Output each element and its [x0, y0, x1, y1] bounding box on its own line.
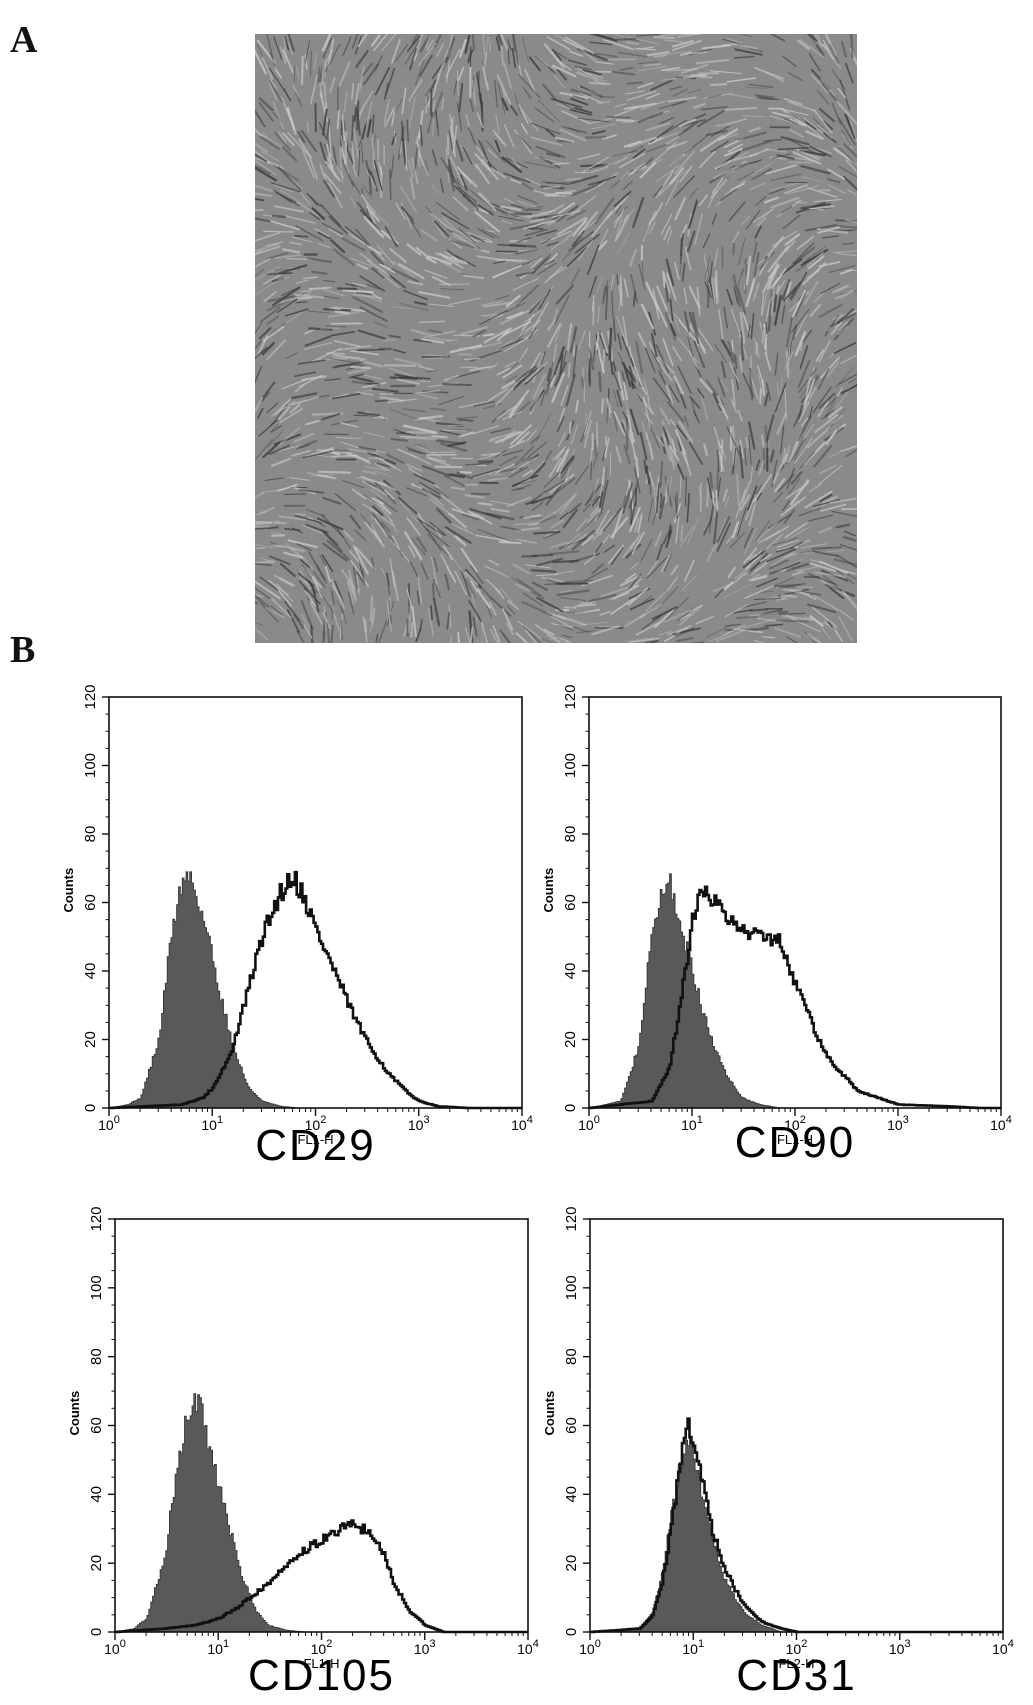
isotype-histogram	[115, 1393, 528, 1633]
y-tick-label: 80	[88, 1348, 105, 1365]
x-tick-label: 101	[201, 1114, 223, 1133]
y-tick-label: 20	[562, 1031, 579, 1048]
x-axis-label: FL1-H	[777, 1132, 813, 1147]
x-tick-label: 102	[311, 1638, 333, 1657]
stained-histogram	[590, 1417, 1003, 1634]
x-tick-label: 101	[682, 1638, 704, 1657]
histogram-cd105: 0 20 40 60 80 100 120 Counts 100 101 102 103 104 FL1-…	[67, 1206, 539, 1700]
micrograph-texture	[255, 34, 857, 643]
x-tick-label: 104	[511, 1114, 533, 1133]
isotype-histogram	[589, 873, 1001, 1109]
y-tick-label: 120	[563, 1206, 580, 1231]
y-tick-label: 60	[562, 894, 579, 911]
x-tick-label: 101	[207, 1638, 229, 1657]
stained-histogram	[589, 885, 1001, 1110]
y-tick-label: 100	[88, 1275, 105, 1300]
histogram-cd90: 0 20 40 60 80 100 120 Counts 100 101 102 103 104 FL1-…	[541, 684, 1012, 1167]
x-tick-label: 100	[98, 1114, 120, 1133]
y-tick-label: 60	[82, 894, 99, 911]
x-tick-label: 103	[414, 1638, 436, 1657]
marker-label-cd31: CD31	[736, 1651, 857, 1700]
marker-label-cd105: CD105	[248, 1651, 395, 1700]
marker-label-cd29: CD29	[255, 1121, 376, 1170]
y-tick-label: 20	[82, 1031, 99, 1048]
x-tick-label: 103	[408, 1114, 430, 1133]
x-tick-label: 102	[305, 1114, 327, 1133]
cell-micrograph	[255, 34, 857, 643]
y-tick-label: 0	[563, 1628, 580, 1636]
marker-label-cd90: CD90	[735, 1118, 856, 1167]
y-tick-label: 40	[563, 1486, 580, 1503]
cell-streaks	[255, 34, 857, 643]
stained-histogram	[115, 1519, 528, 1634]
x-tick-label: 102	[784, 1114, 806, 1133]
stained-histogram	[109, 870, 522, 1110]
x-tick-label: 100	[104, 1638, 126, 1657]
x-tick-label: 104	[992, 1638, 1014, 1657]
y-axis-label: Counts	[542, 1391, 557, 1436]
panel-label-b: B	[10, 629, 36, 671]
y-tick-label: 60	[88, 1417, 105, 1434]
y-tick-label: 0	[562, 1104, 579, 1112]
y-tick-label: 20	[88, 1555, 105, 1572]
y-tick-label: 40	[562, 963, 579, 980]
x-axis-label: FL1-H	[303, 1656, 339, 1671]
x-tick-label: 100	[578, 1114, 600, 1133]
x-axis-label: FL1-H	[297, 1132, 333, 1147]
x-axis-label: FL2-H	[778, 1656, 814, 1671]
y-tick-label: 100	[562, 753, 579, 778]
isotype-histogram	[590, 1435, 1003, 1633]
y-tick-label: 80	[563, 1348, 580, 1365]
x-tick-label: 101	[681, 1114, 703, 1133]
y-tick-label: 100	[82, 753, 99, 778]
y-axis-label: Counts	[61, 868, 76, 913]
y-axis-label: Counts	[67, 1391, 82, 1436]
histogram-cd31: 0 20 40 60 80 100 120 Counts 100 101 102 103 104 FL2-…	[542, 1206, 1014, 1700]
y-axis-label: Counts	[541, 868, 556, 913]
y-tick-label: 80	[82, 826, 99, 843]
y-tick-label: 120	[82, 684, 99, 709]
plot-frame	[589, 1218, 1004, 1633]
x-tick-label: 103	[887, 1114, 909, 1133]
x-tick-label: 102	[786, 1638, 808, 1657]
y-tick-label: 100	[563, 1275, 580, 1300]
y-tick-label: 0	[88, 1628, 105, 1636]
y-tick-label: 40	[88, 1486, 105, 1503]
y-tick-label: 120	[88, 1206, 105, 1231]
x-tick-label: 100	[579, 1638, 601, 1657]
y-tick-label: 80	[562, 826, 579, 843]
x-tick-label: 104	[517, 1638, 539, 1657]
y-tick-label: 0	[82, 1104, 99, 1112]
x-tick-label: 103	[889, 1638, 911, 1657]
panel-label-a: A	[10, 19, 38, 61]
y-tick-label: 40	[82, 963, 99, 980]
y-tick-label: 120	[562, 684, 579, 709]
y-tick-label: 60	[563, 1417, 580, 1434]
histogram-cd29: 0 20 40 60 80 100 120 Counts 100 101 102 103 104 FL1-…	[61, 684, 533, 1170]
y-tick-label: 20	[563, 1555, 580, 1572]
x-tick-label: 104	[990, 1114, 1012, 1133]
isotype-histogram	[109, 871, 522, 1109]
